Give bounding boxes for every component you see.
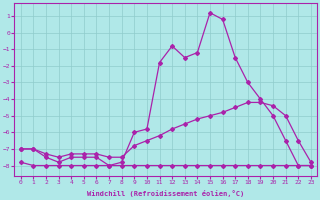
X-axis label: Windchill (Refroidissement éolien,°C): Windchill (Refroidissement éolien,°C) [87, 190, 244, 197]
